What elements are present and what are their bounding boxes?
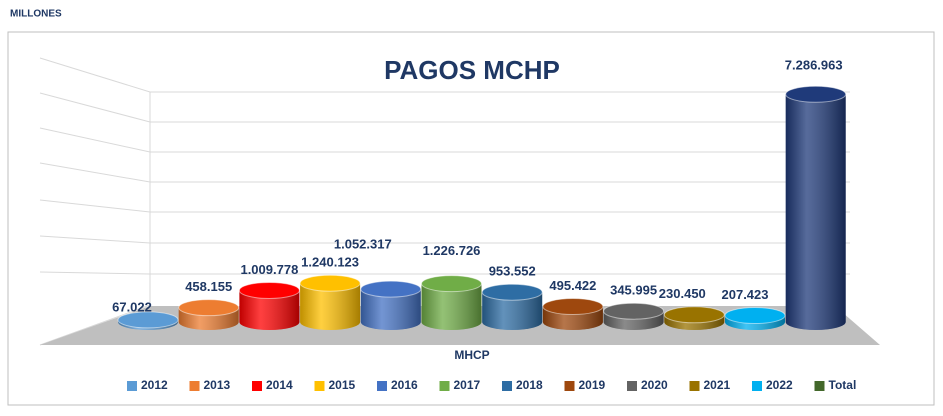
legend-label: 2022 bbox=[766, 378, 793, 392]
legend-swatch bbox=[252, 381, 262, 391]
legend-swatch bbox=[689, 381, 700, 391]
bar bbox=[238, 281, 300, 330]
legend-label: 2019 bbox=[579, 378, 606, 392]
bar-top bbox=[785, 85, 847, 103]
legend-label: 2014 bbox=[266, 378, 293, 392]
legend-swatch bbox=[627, 381, 637, 391]
bar-shade bbox=[482, 292, 543, 330]
legend-label: 2013 bbox=[204, 378, 231, 392]
value-label: 495.422 bbox=[549, 278, 596, 293]
bar-top bbox=[724, 307, 786, 325]
bar bbox=[603, 302, 665, 330]
bar bbox=[360, 280, 422, 330]
bar bbox=[299, 274, 361, 330]
value-label: 953.552 bbox=[489, 264, 536, 279]
value-label: 67.022 bbox=[112, 299, 152, 314]
bar-top bbox=[542, 298, 604, 316]
bar-top bbox=[299, 274, 361, 292]
chart-title: PAGOS MCHP bbox=[384, 55, 560, 85]
bar-top bbox=[360, 280, 422, 298]
bar bbox=[117, 311, 179, 330]
legend-label: 2021 bbox=[704, 378, 731, 392]
bar-top bbox=[663, 306, 725, 324]
bar bbox=[663, 306, 725, 330]
bar-top bbox=[238, 281, 300, 299]
value-label: 7.286.963 bbox=[785, 58, 843, 73]
legend-swatch bbox=[439, 381, 450, 391]
bar-top bbox=[117, 311, 179, 329]
bar-top bbox=[481, 283, 543, 301]
legend-swatch bbox=[314, 381, 325, 391]
legend-label: 2018 bbox=[516, 378, 543, 392]
bar bbox=[481, 283, 543, 330]
legend-swatch bbox=[814, 381, 825, 391]
legend-label: Total bbox=[829, 378, 857, 392]
bar bbox=[542, 298, 604, 330]
legend-label: 2016 bbox=[391, 378, 418, 392]
bar-shade bbox=[239, 290, 300, 330]
legend-swatch bbox=[752, 381, 762, 391]
bar bbox=[724, 307, 786, 330]
value-label: 1.009.778 bbox=[240, 262, 298, 277]
perspective-grid bbox=[39, 57, 850, 346]
legend-swatch bbox=[127, 381, 137, 391]
legend-label: 2012 bbox=[141, 378, 168, 392]
units-label: MILLONES bbox=[10, 9, 62, 20]
bar-top bbox=[603, 302, 665, 320]
legend-swatch bbox=[502, 381, 512, 391]
legend-swatch bbox=[377, 381, 387, 391]
bar-shade bbox=[360, 289, 421, 330]
value-label: 1.226.726 bbox=[423, 243, 481, 258]
bar bbox=[178, 299, 240, 330]
value-label: 458.155 bbox=[185, 279, 232, 294]
x-axis-title: MHCP bbox=[454, 348, 489, 362]
bar-shade bbox=[300, 283, 361, 330]
bar-top bbox=[178, 299, 240, 317]
value-label: 1.240.123 bbox=[301, 255, 359, 270]
value-label: 1.052.317 bbox=[334, 237, 392, 252]
legend-label: 2015 bbox=[329, 378, 356, 392]
legend-label: 2020 bbox=[641, 378, 668, 392]
value-label: 230.450 bbox=[659, 286, 706, 301]
value-label: 207.423 bbox=[722, 287, 769, 302]
bar bbox=[785, 85, 847, 330]
bar-top bbox=[421, 275, 482, 293]
bar-shade bbox=[421, 283, 482, 330]
legend-label: 2017 bbox=[454, 378, 481, 392]
bar bbox=[421, 275, 482, 330]
legend-swatch bbox=[564, 381, 575, 391]
value-label: 345.995 bbox=[610, 283, 657, 298]
legend-swatch bbox=[189, 381, 200, 391]
bar-shade bbox=[785, 94, 846, 330]
